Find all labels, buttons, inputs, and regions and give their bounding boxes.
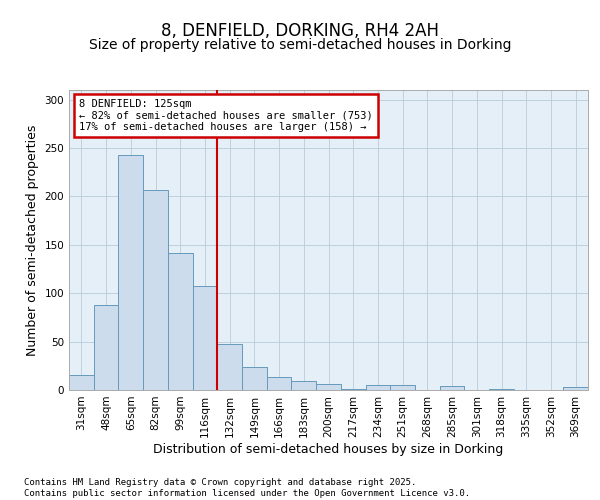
Bar: [242, 367, 267, 390]
Bar: [563, 387, 588, 390]
Bar: [143, 190, 168, 390]
Bar: [365, 385, 390, 390]
Y-axis label: Number of semi-detached properties: Number of semi-detached properties: [26, 124, 39, 356]
Text: 8 DENFIELD: 125sqm
← 82% of semi-detached houses are smaller (753)
17% of semi-d: 8 DENFIELD: 125sqm ← 82% of semi-detache…: [79, 99, 373, 132]
Bar: [118, 155, 143, 390]
Text: Contains HM Land Registry data © Crown copyright and database right 2025.
Contai: Contains HM Land Registry data © Crown c…: [24, 478, 470, 498]
X-axis label: Distribution of semi-detached houses by size in Dorking: Distribution of semi-detached houses by …: [154, 442, 503, 456]
Bar: [193, 286, 217, 390]
Bar: [341, 389, 365, 390]
Bar: [168, 252, 193, 390]
Bar: [217, 344, 242, 390]
Text: Size of property relative to semi-detached houses in Dorking: Size of property relative to semi-detach…: [89, 38, 511, 52]
Bar: [69, 374, 94, 390]
Bar: [440, 386, 464, 390]
Bar: [267, 378, 292, 390]
Bar: [94, 305, 118, 390]
Text: 8, DENFIELD, DORKING, RH4 2AH: 8, DENFIELD, DORKING, RH4 2AH: [161, 22, 439, 40]
Bar: [316, 384, 341, 390]
Bar: [292, 382, 316, 390]
Bar: [390, 385, 415, 390]
Bar: [489, 389, 514, 390]
